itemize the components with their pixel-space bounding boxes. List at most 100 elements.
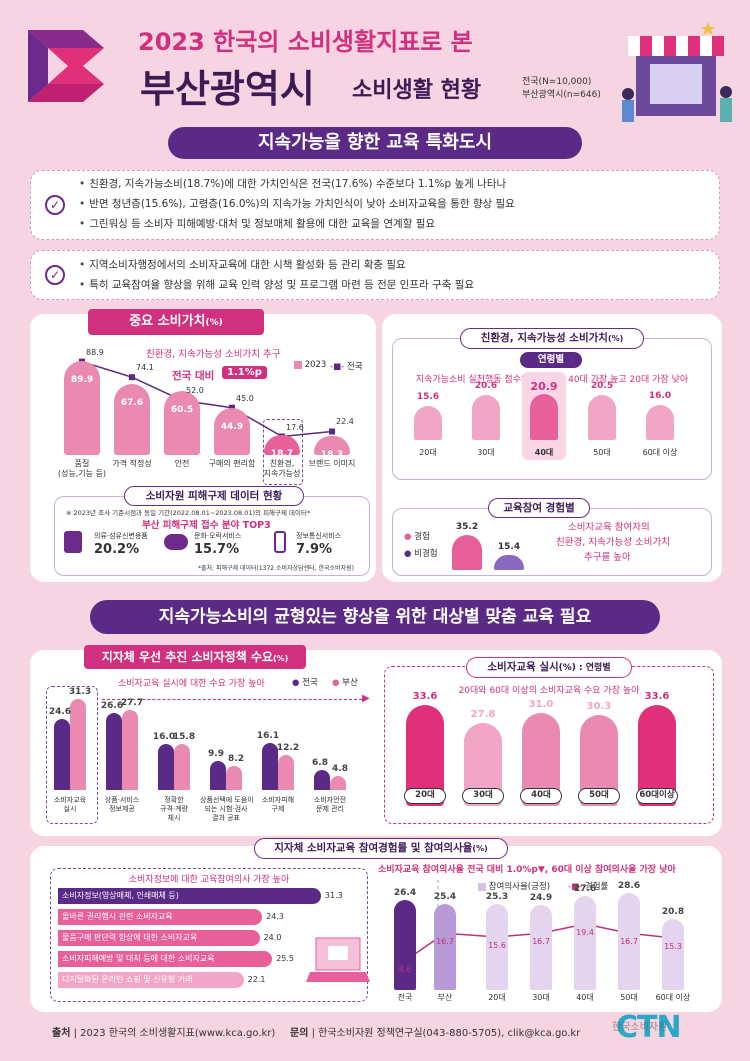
intent-box	[50, 868, 368, 1002]
sample-busan: 부산광역시(n=646)	[522, 90, 601, 100]
summary-bullet: 그린워싱 등 소비자 피해예방·대처 및 정보매체 활용에 대한 교육을 연계할…	[79, 214, 515, 234]
intent-label: 소비자피해예방 및 대처 등에 대한 소비자교육	[62, 954, 215, 963]
intent-col	[394, 900, 416, 990]
value-bar-label: 60.5	[170, 405, 194, 416]
edu-age-category: 30대	[462, 788, 504, 804]
value-category: 브랜드 이미지	[308, 459, 356, 468]
header-subtitle: 2023 한국의 소비생활지표로 본	[138, 28, 473, 56]
damage-item-value: 15.7%	[194, 542, 240, 557]
policy-bar-busan	[70, 699, 86, 790]
part-category: 20대	[488, 993, 506, 1002]
age-bar	[530, 394, 558, 440]
logo-mark	[28, 30, 104, 102]
legend-exp: -■- 경험률	[568, 882, 609, 892]
summary-box-2: ✓ 지역소비자행정에서의 소비자교육에 대한 시책 활성화 등 관리 확충 필요…	[30, 250, 720, 300]
intent-title: 지자체 소비자교육 참여경험률 및 참여의사율(%)	[254, 838, 508, 859]
intent-col	[618, 892, 640, 990]
policy-bar-national	[158, 743, 174, 790]
national-point-label: 88.9	[86, 347, 104, 357]
intent-bar	[58, 972, 244, 988]
age-bar-label: 16.0	[648, 390, 672, 401]
exp-label: 15.3	[664, 941, 682, 951]
national-point	[129, 374, 135, 381]
national-point-label: 74.1	[136, 363, 154, 373]
edu-exp-note-3: 추구를 높아	[584, 552, 631, 563]
value-category: 가격 적정성	[112, 459, 152, 468]
policy-busan-label: 8.2	[228, 754, 244, 765]
intent-label: 물품구매 판단력 향상에 대한 소비자교육	[62, 933, 198, 942]
policy-category: 상품선택에 도움이 되는 시험·검사 결과 공표	[200, 796, 254, 822]
edu-exp-label: 35.2	[455, 521, 479, 532]
intent-value: 31.3	[324, 891, 343, 900]
shop-illustration	[616, 14, 736, 124]
intent-note: 소비자정보에 대한 교육참여의사 가장 높아	[128, 875, 290, 885]
edu-exp-title: 교육참여 경험별	[488, 498, 590, 518]
damage-item-value: 20.2%	[94, 542, 140, 557]
edu-age-label: 33.6	[644, 691, 670, 703]
intent-col-label: 25.3	[485, 891, 509, 902]
summary-box-1: ✓ 친환경, 지속가능소비(18.7%)에 대한 가치인식은 전국(17.6%)…	[30, 170, 720, 240]
value-bar	[64, 360, 100, 455]
policy-national-label: 16.1	[256, 731, 280, 742]
value-bar-label: 18.7	[270, 449, 294, 460]
header-title-big: 부산광역시	[140, 67, 315, 111]
arrow-dash	[102, 699, 362, 700]
intent-bar	[58, 951, 273, 967]
age-bar	[588, 394, 616, 440]
age-bar-label: 20.9	[530, 380, 558, 394]
phone-icon	[274, 531, 286, 553]
intent-col-label: 27.6	[573, 884, 597, 895]
edu-age-category: 60대이상	[636, 788, 678, 804]
damage-top3: 부산 피해구제 접수 분야 TOP3	[142, 520, 271, 531]
value-category: 품질 (성능,기능 등)	[57, 459, 107, 478]
policy-note: 소비자교육 실시에 대한 수요 가장 높아	[118, 679, 265, 689]
policy-bar-national	[314, 770, 330, 790]
intent-col	[662, 919, 684, 990]
value-category: 친환경, 지속가능성	[263, 459, 301, 478]
value-bar	[264, 435, 300, 455]
policy-busan-label: 15.8	[172, 732, 196, 743]
legend-not-experienced: ● 비경험	[404, 549, 438, 559]
policy-highlight	[46, 686, 98, 824]
exp-label: 16.7	[532, 937, 550, 947]
footer-source: 출처 | 2023 한국의 소비생활지표(www.kca.go.kr)	[52, 1028, 276, 1039]
intent-col	[530, 905, 552, 990]
clothes-icon	[64, 531, 82, 553]
arrow-icon: ▶	[362, 693, 370, 704]
age-bar	[472, 394, 500, 440]
national-point	[229, 404, 235, 411]
age-chart-title: 친환경, 지속가능성 소비가치(%)	[460, 328, 644, 349]
intent-col	[486, 903, 508, 990]
check-icon: ✓	[45, 265, 65, 285]
section1-title: 지속가능을 향한 교육 특화도시	[168, 127, 582, 159]
policy-bar-busan	[174, 744, 190, 790]
header-title-small: 소비생활 현황	[352, 78, 482, 103]
edu-exp-note-2: 친환경, 지속가능성 소비가치	[556, 537, 670, 548]
intent-label: 소비자정보(영상매체, 인쇄매체 등)	[62, 891, 179, 900]
edu-age-label: 27.8	[470, 708, 496, 720]
legend-national: -■- 전국	[330, 362, 363, 372]
edu-exp-label: 15.4	[497, 541, 521, 552]
intent-label: 올바른 권리행사 관련 소비자교육	[62, 912, 173, 921]
intent-col-label: 20.8	[661, 907, 685, 918]
part-category: 40대	[576, 993, 594, 1002]
value-bar-label: 18.3	[320, 449, 344, 460]
national-point-label: 17.6	[286, 422, 304, 432]
damage-title: 소비자원 피해구제 데이터 현황	[124, 486, 304, 506]
policy-busan-label: 4.8	[332, 764, 348, 775]
damage-item-value: 7.9%	[296, 542, 333, 557]
summary-bullet: 특히 교육참여율 향상을 위해 교육 인력 양성 및 프로그램 마련 등 전문 …	[79, 275, 474, 295]
intent-col-label: 26.4	[393, 888, 417, 899]
values-note: 친환경, 지속가능성 소비가치 추구	[146, 349, 281, 360]
laptop-illustration	[306, 932, 370, 992]
national-point	[329, 428, 335, 435]
policy-national-label: 9.9	[208, 749, 224, 760]
policy-busan-label: 12.2	[276, 742, 300, 753]
age-category: 20대	[419, 448, 437, 457]
legend-busan: ● 부산	[332, 678, 358, 688]
section2-title: 지속가능소비의 균형있는 향상을 위한 대상별 맞춤 교육 필요	[90, 600, 660, 634]
legend-national: ● 전국	[292, 678, 318, 688]
values-chart-title: 중요 소비가치(%)	[88, 309, 264, 335]
gamepad-icon	[164, 534, 188, 550]
legend-experienced: ● 경험	[404, 532, 430, 542]
